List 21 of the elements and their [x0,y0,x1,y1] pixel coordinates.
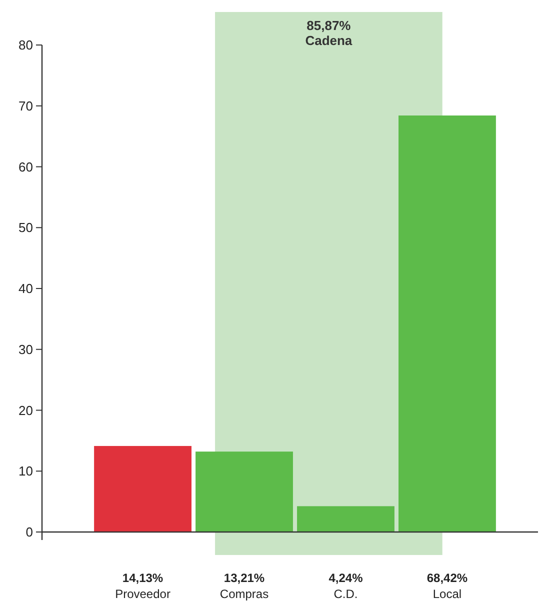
data-label: 14,13% [122,571,164,585]
y-tick-label: 0 [26,524,33,540]
x-tick-label: Compras [220,587,269,601]
y-tick-label: 80 [18,38,33,53]
bar [196,452,293,532]
y-tick-label: 70 [18,98,33,114]
band-label: 85,87% Cadena [305,18,353,48]
bar [94,446,192,532]
y-tick-label: 50 [18,220,33,236]
data-label: 68,42% [426,571,468,585]
y-tick-label: 10 [18,464,33,479]
x-tick-label: C.D. [334,587,358,601]
bar [297,506,394,532]
y-tick-label: 20 [18,402,33,418]
y-tick-label: 40 [18,281,33,296]
y-tick-label: 60 [18,159,33,174]
x-tick-label: Proveedor [115,587,170,601]
x-tick-label: Local [432,587,462,601]
y-tick-label: 30 [18,342,33,357]
data-label: 13,21% [224,571,265,585]
data-label: 4,24% [328,571,364,585]
